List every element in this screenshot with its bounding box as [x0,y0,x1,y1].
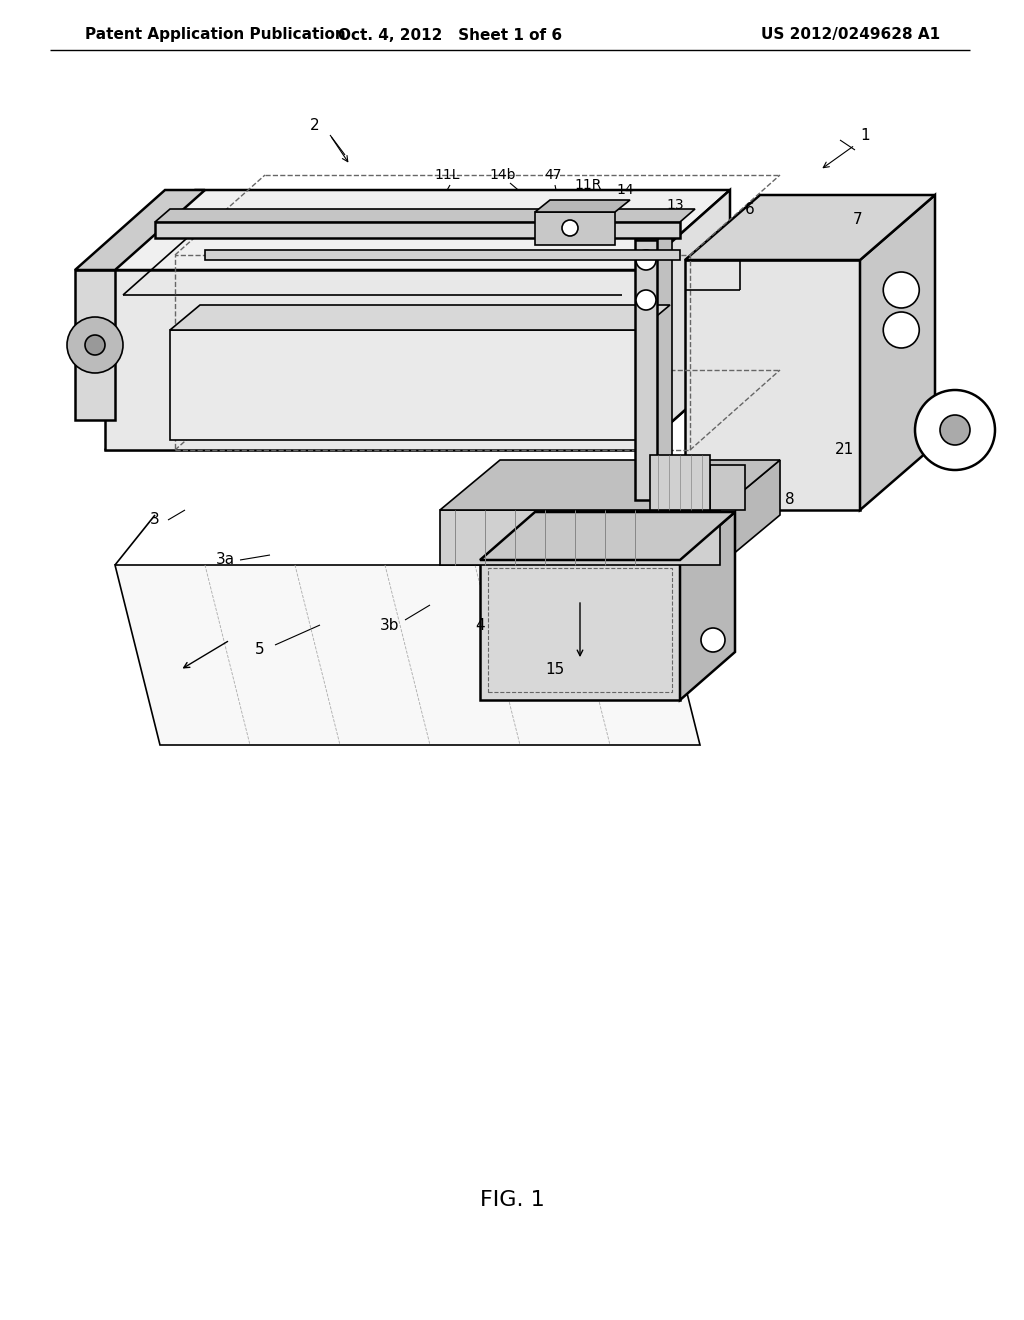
Circle shape [636,290,656,310]
Polygon shape [440,510,720,565]
Polygon shape [685,195,935,260]
Polygon shape [170,330,640,440]
Polygon shape [535,213,615,246]
Text: 3a: 3a [215,553,234,568]
Polygon shape [155,222,680,238]
Polygon shape [205,249,680,260]
Polygon shape [155,209,695,222]
Text: 21: 21 [836,442,855,458]
Circle shape [884,272,920,308]
Circle shape [701,628,725,652]
Polygon shape [640,190,730,450]
Text: 14: 14 [616,183,634,197]
Circle shape [67,317,123,374]
Polygon shape [480,512,735,560]
Polygon shape [105,370,730,450]
Polygon shape [115,565,700,744]
Text: 3: 3 [151,512,160,528]
Text: US 2012/0249628 A1: US 2012/0249628 A1 [761,28,940,42]
Circle shape [85,335,105,355]
Text: 11L: 11L [434,168,460,182]
Circle shape [940,414,970,445]
Polygon shape [860,195,935,510]
Text: 14b: 14b [489,168,516,182]
Polygon shape [720,459,780,565]
Circle shape [562,220,578,236]
Polygon shape [635,240,657,500]
Text: 15: 15 [546,663,564,677]
Polygon shape [635,227,672,240]
Polygon shape [75,190,205,271]
Polygon shape [75,271,115,420]
Text: 5: 5 [255,643,265,657]
Polygon shape [685,260,860,510]
Polygon shape [105,271,640,450]
Polygon shape [170,305,670,330]
Text: 1: 1 [860,128,869,143]
Polygon shape [105,190,730,271]
Text: 11R: 11R [574,178,602,191]
Polygon shape [680,512,735,700]
Polygon shape [710,465,745,510]
Text: FIG. 1: FIG. 1 [479,1191,545,1210]
Polygon shape [535,201,630,213]
Circle shape [884,312,920,348]
Text: 8: 8 [785,492,795,507]
Circle shape [915,389,995,470]
Text: 2: 2 [310,117,319,132]
Text: 4: 4 [475,618,484,632]
Polygon shape [440,459,780,510]
Circle shape [636,249,656,271]
Polygon shape [657,227,672,500]
Text: 3b: 3b [380,618,399,632]
Text: Patent Application Publication: Patent Application Publication [85,28,346,42]
Text: 13: 13 [667,198,684,213]
Text: 6: 6 [745,202,755,218]
Text: 7: 7 [853,213,863,227]
Text: Oct. 4, 2012   Sheet 1 of 6: Oct. 4, 2012 Sheet 1 of 6 [338,28,562,42]
Polygon shape [650,455,710,510]
Text: 47: 47 [544,168,562,182]
Polygon shape [480,560,680,700]
